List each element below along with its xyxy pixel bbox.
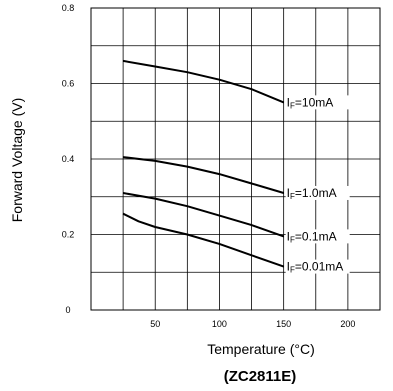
series-label-background [285, 229, 350, 244]
series-label-1: IF=10mA [287, 95, 334, 110]
y-tick-label: 0.2 [62, 230, 75, 240]
series-label-4: IF=0.01mA [287, 260, 344, 275]
series-line-4 [122, 212, 285, 268]
series-line-2 [122, 156, 284, 194]
y-tick-label: 0.6 [62, 79, 75, 89]
x-tick-label: 50 [150, 319, 160, 329]
x-tick-label: 100 [212, 319, 227, 329]
x-tick-labels: 50 100 150 200 [150, 319, 355, 329]
series-line-3 [122, 192, 285, 238]
x-tick-label: 150 [276, 319, 291, 329]
x-axis-title: Temperature (°C) [207, 341, 315, 357]
y-tick-label: 0 [65, 305, 70, 315]
series-labels: IF=10mA IF=1.0mA IF=0.1mA IF=0.01mA [285, 95, 350, 275]
y-tick-labels: 0 0.2 0.4 0.6 0.8 [62, 3, 75, 315]
series-label-background [285, 259, 350, 274]
y-tick-label: 0.4 [62, 154, 75, 164]
x-tick-label: 200 [340, 319, 355, 329]
series-label-background [285, 185, 350, 200]
series-lines [122, 59, 285, 268]
y-tick-label: 0.8 [62, 3, 75, 13]
plot-frame [90, 7, 381, 311]
series-label-background [285, 95, 350, 110]
y-axis-title: Forward Voltage (V) [9, 98, 25, 223]
series-line-1 [122, 59, 285, 104]
chart-caption: (ZC2811E) [224, 368, 297, 385]
series-label-3: IF=0.1mA [287, 229, 337, 244]
series-label-2: IF=1.0mA [287, 186, 337, 201]
